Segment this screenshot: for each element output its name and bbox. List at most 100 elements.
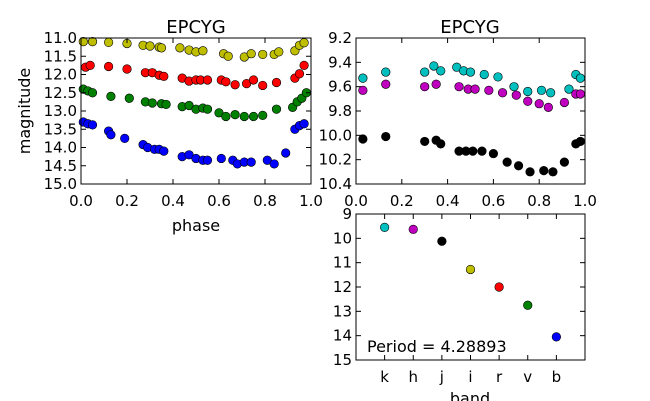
right-bottom-chart-xtick-label: r [496, 368, 503, 386]
left-chart-point-i [87, 37, 98, 47]
right-top-chart-point-k [509, 82, 519, 92]
right-top-chart-point-k [465, 67, 476, 77]
left-chart-xtick-label: 0.8 [253, 192, 277, 210]
left-chart-point-r [85, 60, 95, 70]
right-bottom-chart-xtick-label: h [408, 368, 418, 386]
band-point-i [465, 264, 476, 275]
right-bottom-chart-xtick-label: b [552, 368, 562, 386]
right-top-chart-point-h [534, 99, 544, 109]
left-chart-point-v [161, 99, 171, 110]
right-top-chart-point-h [470, 84, 480, 94]
left-chart-ytick-label: 12.0 [44, 66, 77, 84]
left-chart-panel: EPCYG 0.0 0.2 0.4 0.6 0.8 1.0 11.011.512.012.5… [15, 17, 323, 235]
right-top-chart-point-h [431, 79, 441, 89]
left-chart-point-r [122, 64, 132, 74]
right-top-chart-point-h [575, 89, 586, 99]
right-bottom-chart-marks [380, 222, 561, 342]
left-chart-point-b [246, 157, 256, 167]
left-chart-point-b [299, 119, 309, 129]
left-chart-point-b [202, 155, 213, 165]
left-chart-point-r [221, 77, 231, 87]
left-chart-ticks: 0.0 0.2 0.4 0.6 0.8 1.0 11.011.512.012.513.013… [44, 29, 323, 210]
left-chart-point-r [159, 71, 169, 81]
left-chart-point-r [299, 60, 309, 70]
right-top-chart-point-k [575, 73, 586, 83]
left-chart-point-i [246, 49, 256, 59]
right-top-chart-point-j [358, 134, 368, 144]
left-chart-ytick-label: 14.0 [44, 139, 77, 157]
right-top-chart-xtick-label: 0.8 [527, 192, 551, 210]
left-chart-point-r [103, 61, 114, 72]
right-top-chart-point-j [477, 146, 487, 156]
right-top-chart-point-j [381, 131, 391, 142]
right-top-chart-point-h [358, 85, 368, 95]
right-top-chart-point-j [548, 167, 558, 177]
left-chart-point-i [223, 51, 233, 61]
right-top-chart-ytick-label: 9.4 [328, 53, 352, 71]
right-top-chart-xtick-label: 0.4 [436, 192, 460, 210]
right-bottom-chart-ytick-label: 15 [333, 351, 352, 369]
left-chart-point-r [202, 75, 213, 85]
left-chart-point-b [269, 159, 279, 169]
right-bottom-chart-xtick-label: i [468, 368, 472, 386]
band-point-r [494, 282, 504, 292]
left-chart-xtick-label: 0.4 [161, 192, 185, 210]
left-chart-point-r [294, 69, 305, 79]
left-chart-point-b [281, 148, 291, 158]
right-top-chart-point-h [381, 79, 391, 89]
right-bottom-chart-ytick-label: 14 [333, 327, 352, 345]
right-bottom-chart-ytick-label: 9 [342, 205, 352, 223]
left-chart-point-b [120, 133, 130, 143]
right-top-chart-point-h [497, 88, 508, 98]
left-chart-xtick-label: 0.6 [207, 192, 231, 210]
right-top-chart-point-k [479, 69, 489, 80]
right-top-chart-point-k [546, 88, 556, 98]
right-top-chart-point-h [559, 97, 569, 108]
left-chart-ylabel: magnitude [15, 68, 34, 155]
right-top-chart-point-k [536, 85, 547, 95]
left-chart-point-i [258, 49, 268, 60]
left-chart-title: EPCYG [166, 17, 225, 38]
left-chart-point-r [271, 77, 282, 88]
left-chart-point-i [175, 43, 185, 53]
left-chart-xlabel: phase [172, 216, 220, 235]
left-chart-point-v [87, 88, 98, 98]
right-top-chart-point-j [420, 136, 430, 147]
left-chart-point-v [230, 110, 240, 120]
left-chart-point-i [78, 37, 88, 47]
right-top-chart-point-j [513, 161, 524, 171]
left-chart-point-v [147, 98, 157, 108]
right-top-chart-xtick-label: 0.2 [390, 192, 414, 210]
left-chart-point-i [156, 43, 167, 53]
band-point-b [551, 332, 561, 342]
left-chart-point-r [248, 75, 259, 85]
right-top-chart-ytick-label: 10.0 [319, 126, 352, 144]
right-top-chart-point-k [358, 73, 368, 83]
period-annotation: Period = 4.28893 [367, 337, 507, 356]
right-top-chart-point-j [575, 136, 586, 147]
left-chart-point-i [145, 41, 155, 51]
left-chart-point-r [230, 80, 240, 90]
right-bottom-chart-panel: k h j i r v b 9 10 11 12 13 14 15 Period = 4.28893 ba… [333, 205, 586, 401]
right-top-chart-xtick-label: 0.0 [344, 192, 368, 210]
left-chart-point-v [271, 104, 282, 114]
left-chart-ytick-label: 12.5 [44, 84, 77, 102]
right-top-chart-ytick-label: 10.2 [319, 151, 352, 169]
left-chart-point-v [258, 110, 268, 120]
right-bottom-chart-ytick-label: 10 [333, 229, 352, 247]
right-top-chart-point-k [436, 66, 446, 76]
right-top-chart-point-h [454, 82, 464, 92]
right-bottom-chart-ytick-label: 11 [333, 254, 352, 272]
right-bottom-chart-xtick-label: j [439, 368, 444, 386]
right-top-chart-ytick-label: 9.8 [328, 102, 352, 120]
right-bottom-chart-xtick-label: k [380, 368, 389, 386]
left-chart-point-b [159, 146, 169, 156]
right-top-chart-panel: EPCYG 0.0 0.2 0.4 0.6 0.8 1.0 9.2 9.4 9.6 9.8 10.0… [319, 17, 597, 210]
right-top-chart-point-h [484, 85, 494, 95]
right-bottom-chart-ytick-label: 13 [333, 302, 352, 320]
left-chart-point-v [248, 111, 259, 122]
left-chart-point-i [274, 47, 284, 57]
left-chart-point-v [221, 111, 231, 122]
right-top-chart-point-h [420, 82, 430, 92]
